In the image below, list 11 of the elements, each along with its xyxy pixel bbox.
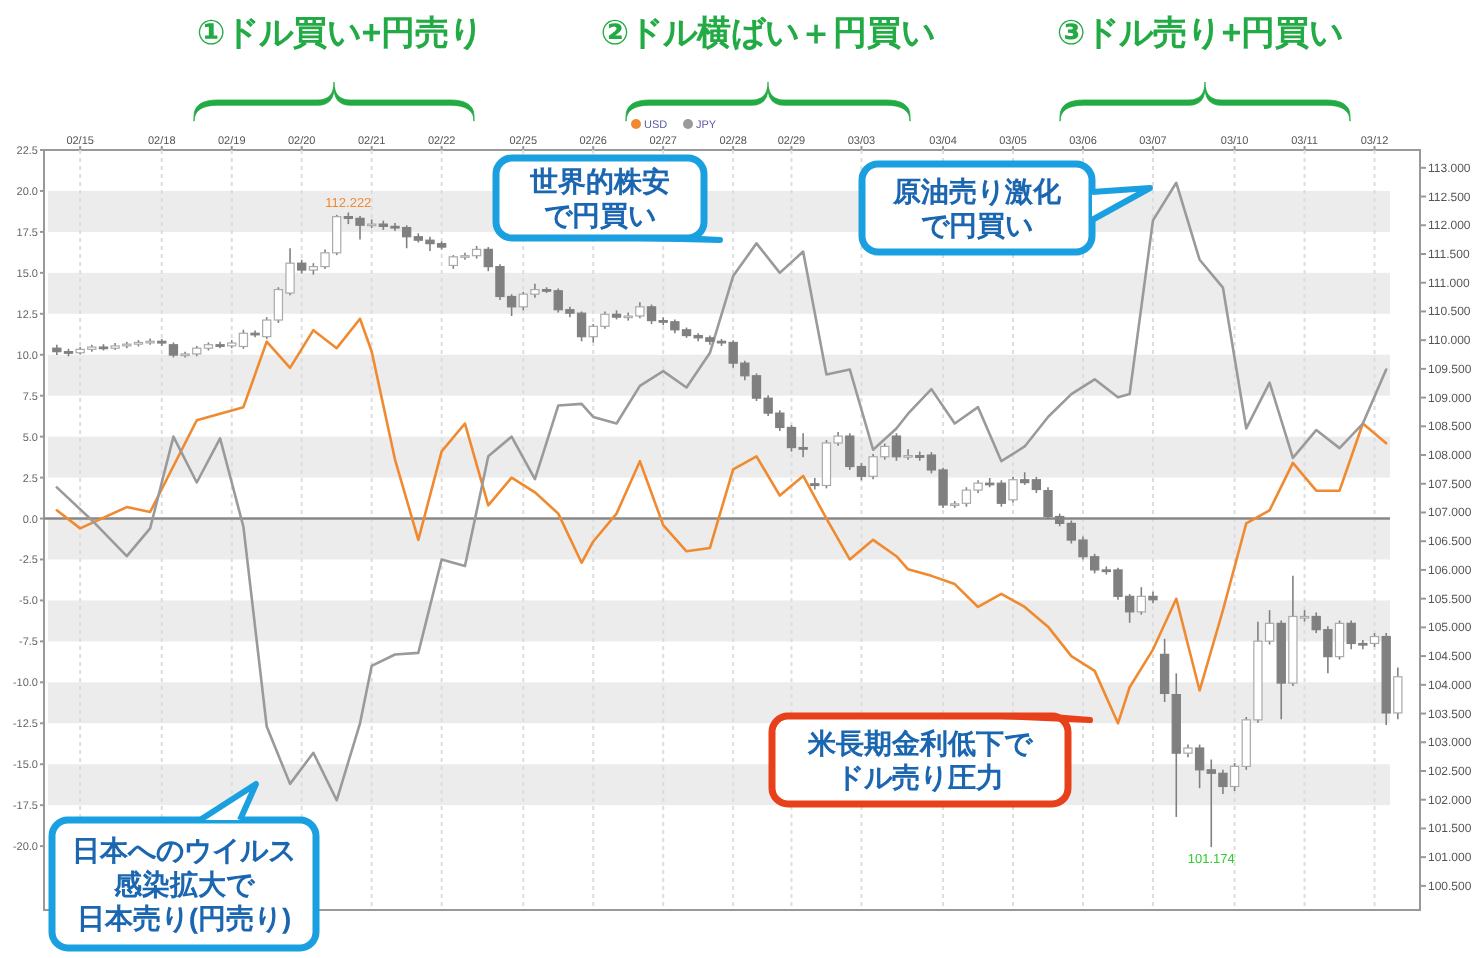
annotation: 米長期金利低下でドル売り圧力 bbox=[806, 727, 1034, 793]
text: ②ドル横ばい＋円買い bbox=[600, 14, 936, 52]
candlestick bbox=[891, 432, 902, 462]
annotation: 原油売り激化で円買い bbox=[891, 175, 1063, 241]
annotation: 日本へのウイルス感染拡大で日本売り(円売り) bbox=[72, 834, 296, 934]
annotation: 世界的株安で円買い bbox=[528, 165, 670, 231]
text: ①ドル買い+円売り bbox=[196, 14, 484, 52]
candlestick bbox=[810, 477, 820, 491]
candlestick bbox=[1159, 638, 1170, 703]
line-series bbox=[55, 317, 1388, 725]
text: ③ドル売り+円買い bbox=[1056, 14, 1344, 52]
